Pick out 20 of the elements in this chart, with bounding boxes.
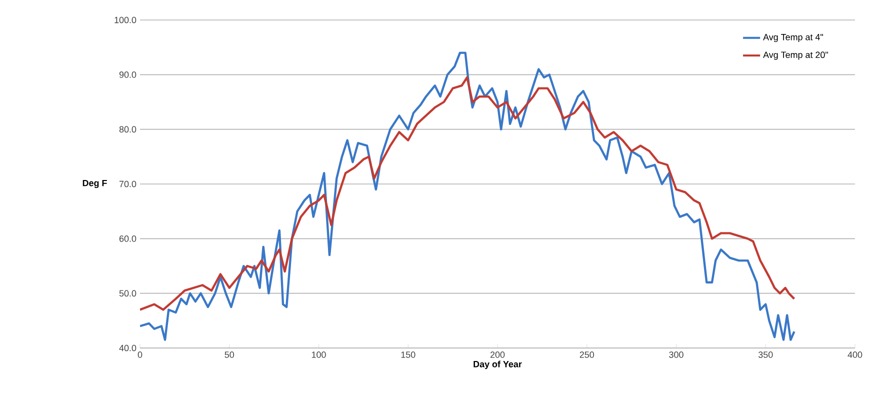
- y-tick-label: 50.0: [119, 290, 136, 297]
- x-tick-label: 300: [669, 352, 684, 358]
- x-tick-label: 50: [224, 352, 234, 358]
- y-tick-label: 90.0: [119, 71, 136, 78]
- legend-label: Avg Temp at 4": [763, 34, 823, 42]
- legend-label: Avg Temp at 20": [763, 52, 828, 60]
- x-tick-label: 200: [490, 352, 505, 358]
- x-tick-label: 350: [758, 352, 773, 358]
- x-tick-label: 150: [401, 352, 416, 358]
- x-axis-title: Day of Year: [474, 360, 522, 370]
- x-tick-label: 400: [848, 352, 862, 358]
- x-tick-label: 100: [312, 352, 326, 358]
- x-tick-label: 0: [138, 352, 142, 358]
- x-tick-label: 250: [580, 352, 594, 358]
- y-tick-label: 40.0: [119, 344, 136, 352]
- y-tick-label: 70.0: [119, 180, 136, 188]
- y-axis-title: Deg F: [82, 180, 107, 188]
- y-tick-label: 60.0: [119, 235, 136, 242]
- y-tick-label: 100.0: [114, 16, 136, 24]
- y-tick-label: 80.0: [119, 126, 136, 133]
